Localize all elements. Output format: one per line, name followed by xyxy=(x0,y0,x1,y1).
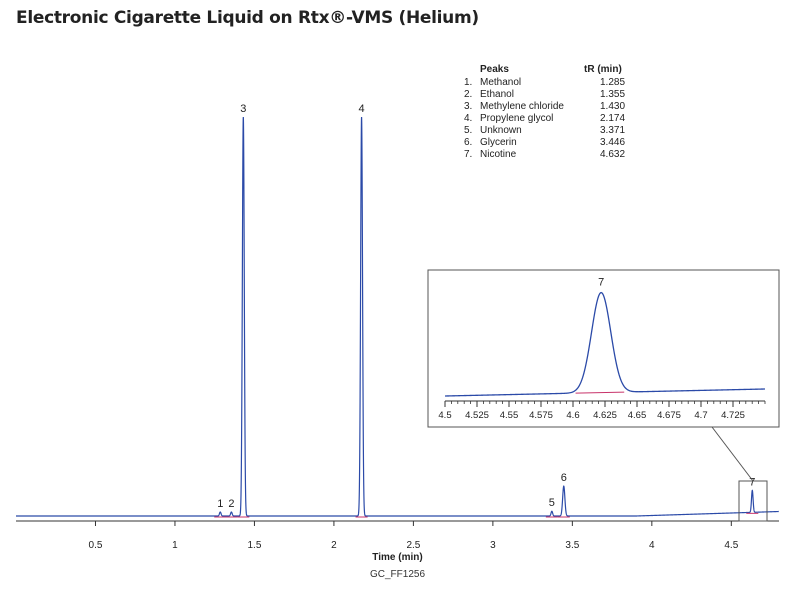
inset-x-tick-label: 4.675 xyxy=(657,410,681,421)
peak-row: 3. Methylene chloride 1.430 xyxy=(464,101,640,113)
peak-row: 6. Glycerin 3.446 xyxy=(464,137,640,149)
x-tick-label: 0.5 xyxy=(89,540,103,551)
peak-number: 2. xyxy=(464,89,473,100)
peak-name: Propylene glycol xyxy=(480,113,554,124)
peak-number: 5. xyxy=(464,125,473,136)
peaks-table-header: Peaks tR (min) xyxy=(464,64,640,77)
peak-retention-time: 2.174 xyxy=(600,113,626,124)
peak-name: Nicotine xyxy=(480,149,517,160)
peak-label: 6 xyxy=(561,472,567,484)
peaks-table: Peaks tR (min) 1. Methanol 1.285 2. Ethanol 1… xyxy=(464,64,640,161)
peak-number: 6. xyxy=(464,137,473,148)
peak-row: 7. Nicotine 4.632 xyxy=(464,149,640,161)
inset-x-tick-label: 4.525 xyxy=(465,410,489,421)
peak-retention-time: 3.446 xyxy=(600,137,626,148)
peak-row: 5. Unknown 3.371 xyxy=(464,125,640,137)
peak-retention-time: 1.285 xyxy=(600,77,626,88)
peak-row: 1. Methanol 1.285 xyxy=(464,77,640,89)
peak-label: 5 xyxy=(549,497,555,509)
peak-name: Methanol xyxy=(480,77,522,88)
x-tick-label: 2 xyxy=(331,540,337,551)
peak-label: 1 xyxy=(217,498,223,510)
inset-peak-label: 7 xyxy=(598,277,604,289)
peak-row: 2. Ethanol 1.355 xyxy=(464,89,640,101)
x-tick-label: 4.5 xyxy=(724,540,738,551)
inset-x-tick-label: 4.6 xyxy=(566,410,579,421)
inset-x-tick-label: 4.575 xyxy=(529,410,553,421)
inset-trace xyxy=(444,291,766,397)
peak-label: 4 xyxy=(359,103,365,115)
chart-title: Electronic Cigarette Liquid on Rtx®-VMS … xyxy=(16,8,479,28)
inset-x-tick-label: 4.725 xyxy=(721,410,745,421)
inset-x-tick-label: 4.65 xyxy=(628,410,647,421)
peak-number: 3. xyxy=(464,101,473,112)
peak-name: Unknown xyxy=(480,125,522,136)
chromatogram-trace xyxy=(16,116,779,517)
x-tick-label: 2.5 xyxy=(406,540,420,551)
inset-x-tick-label: 4.5 xyxy=(438,410,451,421)
peak-retention-time: 4.632 xyxy=(600,149,626,160)
zoom-connector-line xyxy=(711,426,754,482)
inset-x-tick-label: 4.7 xyxy=(694,410,707,421)
peaks-header-label: Peaks xyxy=(480,64,509,75)
inset-x-tick-label: 4.55 xyxy=(500,410,519,421)
peak-retention-time: 1.355 xyxy=(600,89,626,100)
figure-id: GC_FF1256 xyxy=(370,569,426,580)
peak-label: 3 xyxy=(240,103,246,115)
x-axis-label: Time (min) xyxy=(372,552,422,563)
peak-name: Ethanol xyxy=(480,89,514,100)
x-tick-label: 3.5 xyxy=(565,540,579,551)
peak-retention-time: 3.371 xyxy=(600,125,626,136)
peak-label: 2 xyxy=(228,498,234,510)
peak-number: 7. xyxy=(464,149,473,160)
inset-peak-baseline-marker xyxy=(575,391,625,394)
peak-row: 4. Propylene glycol 2.174 xyxy=(464,113,640,125)
x-tick-label: 1 xyxy=(172,540,178,551)
peak-name: Glycerin xyxy=(480,137,517,148)
peak-number: 1. xyxy=(464,77,473,88)
peak-retention-time: 1.430 xyxy=(600,101,626,112)
peak-number: 4. xyxy=(464,113,473,124)
retention-time-header: tR (min) xyxy=(584,64,622,75)
x-tick-label: 4 xyxy=(649,540,655,551)
inset-x-tick-label: 4.625 xyxy=(593,410,617,421)
x-tick-label: 1.5 xyxy=(247,540,261,551)
peak-label: 7 xyxy=(749,476,755,488)
x-tick-label: 3 xyxy=(490,540,496,551)
peak-name: Methylene chloride xyxy=(480,101,564,112)
